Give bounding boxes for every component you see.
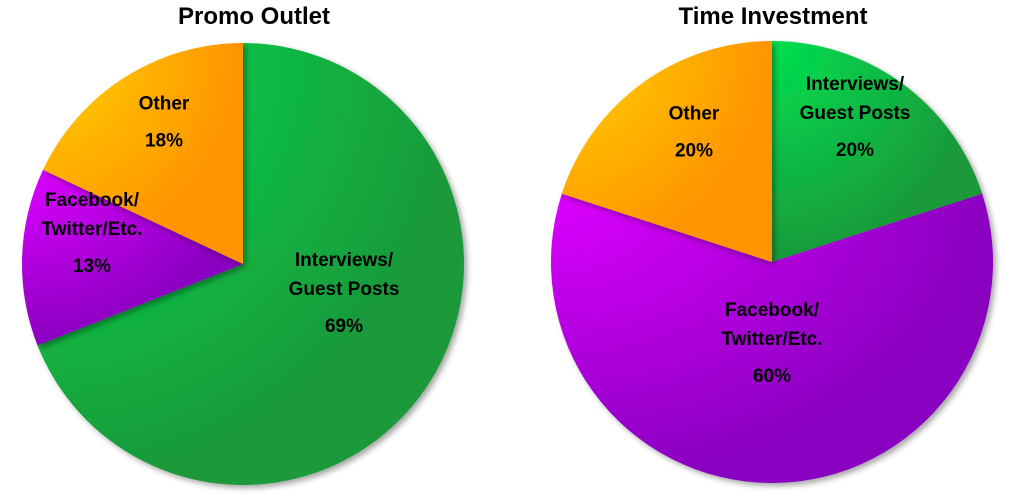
slice-label-other: Other 18% — [139, 94, 190, 152]
slice-label-line: Guest Posts — [800, 103, 911, 124]
pie-slice-other — [43, 43, 244, 264]
slice-label-line: Twitter/Etc. — [722, 329, 823, 350]
pie-slice-facebook — [22, 169, 243, 346]
slice-label-line: Facebook/ — [45, 190, 140, 211]
pie-slice-interviews — [772, 41, 983, 262]
slice-label-line: Twitter/Etc. — [42, 219, 143, 240]
pie-slice-interviews — [37, 43, 464, 486]
slice-label-line: Interviews/ — [806, 74, 905, 95]
slice-percent-label: 60% — [753, 366, 791, 387]
slice-label-line: Facebook/ — [725, 300, 820, 321]
slice-label-facebook: Facebook/Twitter/Etc. 60% — [722, 300, 823, 387]
slice-label-interviews: Interviews/Guest Posts 69% — [289, 250, 400, 337]
slice-label-line: Other — [139, 94, 190, 115]
slice-percent-label: 20% — [836, 140, 874, 161]
pie-slice-other — [561, 41, 772, 262]
pie-slice-facebook — [551, 193, 993, 484]
slice-label-line: Other — [669, 104, 720, 125]
pie-chart-time-investment: Interviews/Guest Posts 20% Facebook/Twitte… — [551, 41, 993, 484]
slice-percent-label: 69% — [325, 316, 363, 337]
slice-label-interviews: Interviews/Guest Posts 20% — [800, 74, 911, 161]
chart-title-time-investment: Time Investment — [678, 3, 868, 30]
pie-chart-promo-outlet: Interviews/Guest Posts 69% Facebook/Twitte… — [22, 43, 464, 486]
slice-label-facebook: Facebook/Twitter/Etc. 13% — [42, 190, 143, 277]
slice-percent-label: 13% — [73, 256, 111, 277]
slice-label-line: Interviews/ — [295, 250, 394, 271]
chart-title-promo-outlet: Promo Outlet — [177, 3, 330, 30]
slice-percent-label: 18% — [145, 131, 183, 152]
slice-label-line: Guest Posts — [289, 279, 400, 300]
slice-label-other: Other 20% — [669, 104, 720, 162]
slice-percent-label: 20% — [675, 141, 713, 162]
